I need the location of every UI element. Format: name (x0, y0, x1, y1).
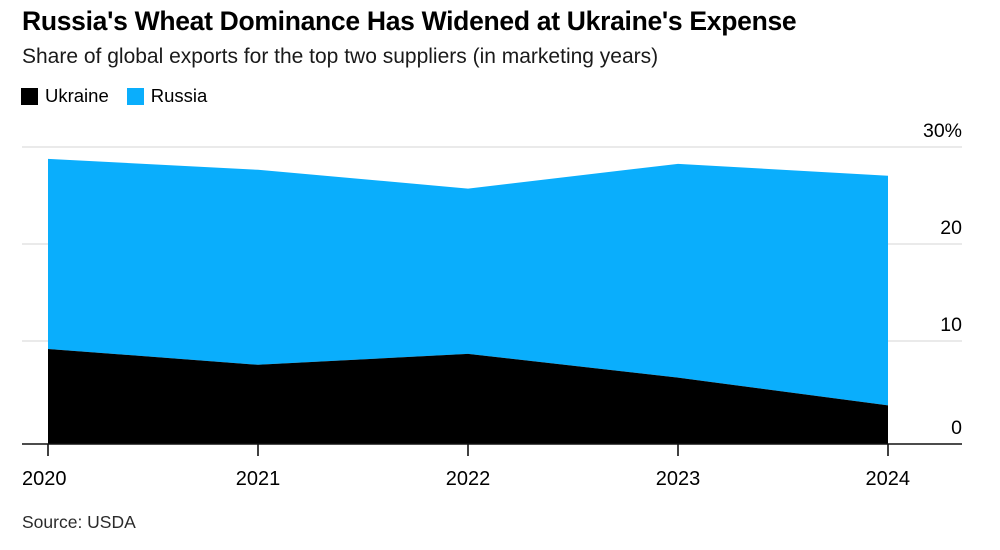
y-tick-label-0: 0 (951, 417, 962, 439)
x-axis (22, 443, 962, 456)
series-ukraine-area (48, 348, 888, 444)
x-tick-label-2022: 2022 (446, 468, 491, 490)
chart-subtitle: Share of global exports for the top two … (22, 45, 659, 68)
x-tick-labels: 2020 2021 2022 2023 2024 (22, 468, 910, 490)
area-ukraine (48, 348, 888, 444)
source-note: Source: USDA (22, 512, 136, 532)
x-tick-label-2024: 2024 (866, 468, 911, 490)
y-tick-label-10: 10 (940, 314, 962, 336)
series-russia-area (48, 158, 888, 406)
legend-swatch-russia (126, 87, 144, 105)
area-russia (48, 158, 888, 406)
legend-label-ukraine: Ukraine (45, 85, 109, 106)
x-tick-label-2020: 2020 (22, 468, 67, 490)
legend-item-russia[interactable]: Russia (126, 85, 208, 106)
x-tick-label-2021: 2021 (236, 468, 281, 490)
gridlines (22, 146, 962, 342)
y-tick-label-20: 20 (940, 217, 962, 239)
y-tick-label-30: 30% (923, 120, 962, 142)
legend-swatch-ukraine (21, 87, 38, 105)
x-tick-label-2023: 2023 (656, 468, 701, 490)
y-tick-labels: 30% 20 10 0 (923, 120, 962, 439)
chart-title: Russia's Wheat Dominance Has Widened at … (22, 6, 797, 36)
chart-legend: Ukraine Russia (21, 86, 207, 106)
legend-label-russia: Russia (150, 85, 208, 106)
legend-item-ukraine[interactable]: Ukraine (21, 86, 109, 106)
